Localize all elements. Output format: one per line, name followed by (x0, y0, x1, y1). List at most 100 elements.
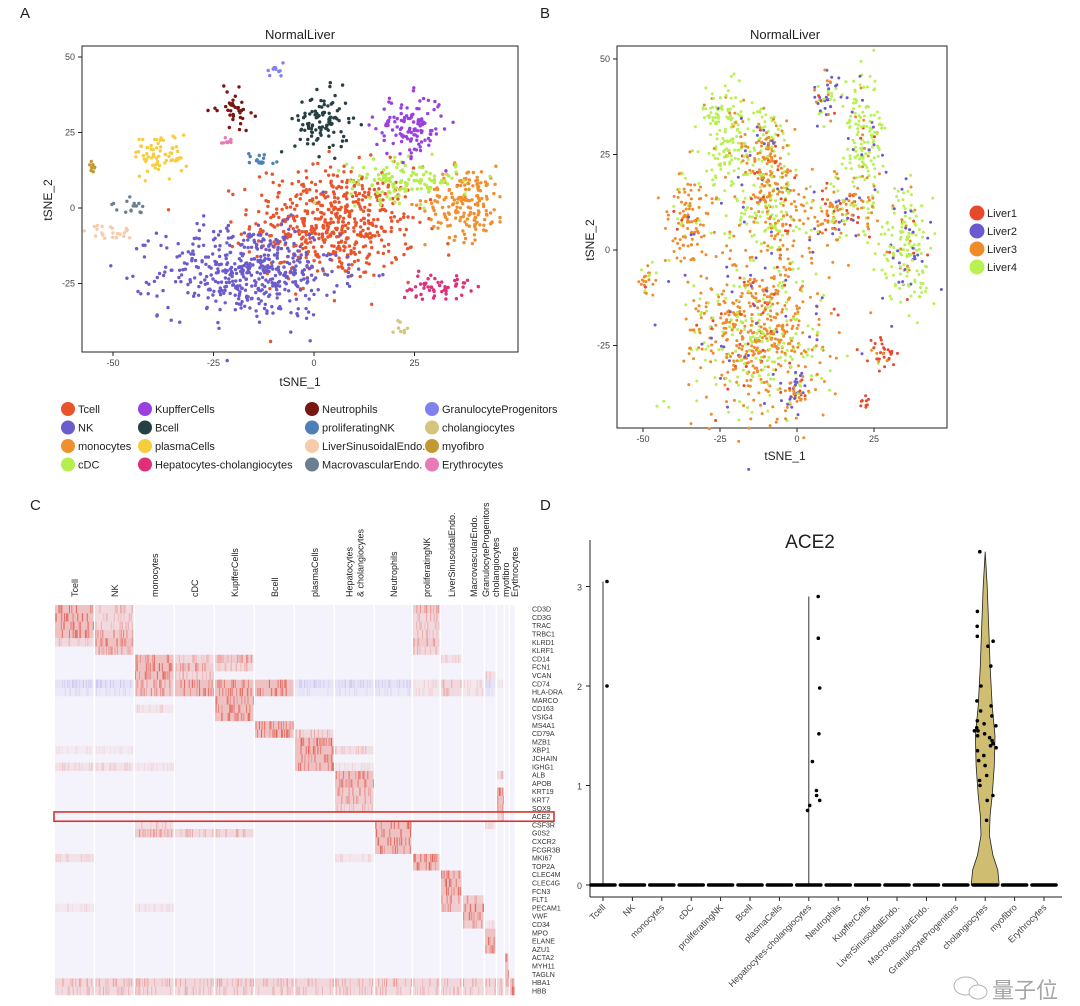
heatmap-cell-streak (183, 663, 184, 672)
point-liver3 (739, 329, 743, 333)
point-neutrophils (239, 108, 244, 113)
heatmap-cell (295, 754, 334, 763)
point-monocytes (418, 199, 423, 203)
point-kupffercells (413, 133, 417, 137)
point-tcell (305, 190, 309, 195)
point-bcell (296, 118, 301, 122)
point-liver3 (697, 205, 701, 209)
point-liver4 (722, 150, 726, 154)
point-bcell (328, 118, 332, 123)
point-liver4 (883, 253, 886, 257)
heatmap-cell-streak (61, 629, 63, 639)
heatmap-cell-streak (66, 613, 68, 622)
point-nk (214, 260, 219, 265)
point-liver3 (778, 253, 782, 257)
point-liver4 (853, 90, 857, 94)
point-tcell (343, 229, 347, 234)
heatmap-cell-streak (145, 687, 147, 697)
point-tcell (403, 195, 407, 199)
heatmap-cell (441, 663, 462, 672)
point-tcell (358, 205, 362, 209)
point-liver4 (717, 152, 721, 156)
point-cdc (356, 182, 360, 186)
point-liver2 (726, 405, 729, 409)
heatmap-cell-streak (444, 687, 446, 697)
y-tick-label: 50 (65, 52, 75, 62)
point-liver3 (744, 144, 748, 148)
point-liver2 (846, 216, 850, 220)
point-plasmacells (155, 159, 160, 164)
point-nk (216, 269, 221, 273)
point-liver4 (799, 384, 803, 388)
point-liver3 (815, 372, 819, 376)
heatmap-cell-streak (91, 605, 93, 614)
point-neutrophils (253, 114, 257, 118)
heatmap-cell-streak (160, 704, 162, 714)
point-tcell (277, 215, 281, 220)
point-plasmacells (175, 149, 180, 154)
point-cdc (450, 176, 454, 180)
heatmap-cell (95, 721, 134, 730)
point-tcell (396, 197, 400, 201)
point-plasmacells (158, 138, 162, 142)
point-liver3 (725, 337, 729, 341)
point-liver4 (737, 418, 741, 422)
heatmap-cell-streak (280, 721, 282, 730)
heatmap-cell-streak (168, 663, 170, 672)
point-liver4 (768, 347, 772, 351)
point-liver3 (877, 172, 881, 176)
heatmap-cell (215, 721, 254, 730)
point-liver3 (769, 226, 773, 230)
point-liver4 (770, 165, 774, 168)
point-nk (299, 253, 303, 257)
point-tcell (378, 193, 382, 197)
point-plasmacells (143, 179, 147, 183)
heatmap-cell (463, 721, 484, 730)
point-liver3 (690, 220, 694, 224)
point-cdc (357, 178, 361, 183)
point-liver4 (749, 171, 753, 175)
point-nk (223, 253, 228, 257)
heatmap-cell (135, 704, 174, 714)
heatmap-cell-streak (387, 679, 389, 689)
point-liver4 (723, 162, 727, 166)
point-nk (256, 288, 261, 292)
point-liver4 (809, 374, 813, 378)
point-nk (260, 288, 264, 292)
point-liver4 (905, 266, 909, 270)
heatmap-cell-streak (110, 646, 112, 655)
heatmap-cell-streak (348, 687, 350, 697)
point-liver4 (873, 167, 877, 171)
point-liver4 (831, 220, 835, 224)
heatmap-cell-streak (328, 754, 330, 763)
point-liver3 (831, 227, 834, 230)
point-cholangiocytes (405, 326, 410, 330)
point-liver2 (784, 278, 788, 282)
point-liver4 (735, 199, 739, 203)
point-monocytes (484, 229, 488, 233)
heatmap-cell-streak (81, 613, 83, 622)
point-plasmacells (151, 163, 155, 167)
point-liver2 (790, 405, 794, 409)
point-liver3 (856, 186, 860, 190)
point-liver4 (856, 153, 860, 157)
heatmap-cell (95, 754, 134, 763)
heatmap-cell-streak (429, 687, 431, 697)
point-liver3 (850, 213, 854, 217)
point-hepatocytescholangiocytes (440, 289, 444, 294)
point-liver4 (899, 235, 903, 239)
heatmap-cell-streak (168, 671, 170, 680)
point-liver3 (756, 201, 759, 205)
point-liver1 (800, 378, 804, 382)
point-tcell (338, 207, 342, 212)
point-liver4 (865, 124, 869, 128)
point-liver3 (813, 88, 817, 92)
point-tcell (340, 179, 344, 184)
heatmap-cell-streak (349, 746, 351, 755)
point-bcell (340, 139, 345, 143)
point-monocytes (475, 201, 480, 205)
point-tcell (304, 169, 308, 173)
heatmap-cell-streak (367, 679, 369, 689)
heatmap-cell-streak (423, 687, 425, 697)
heatmap-cell-streak (80, 629, 82, 639)
